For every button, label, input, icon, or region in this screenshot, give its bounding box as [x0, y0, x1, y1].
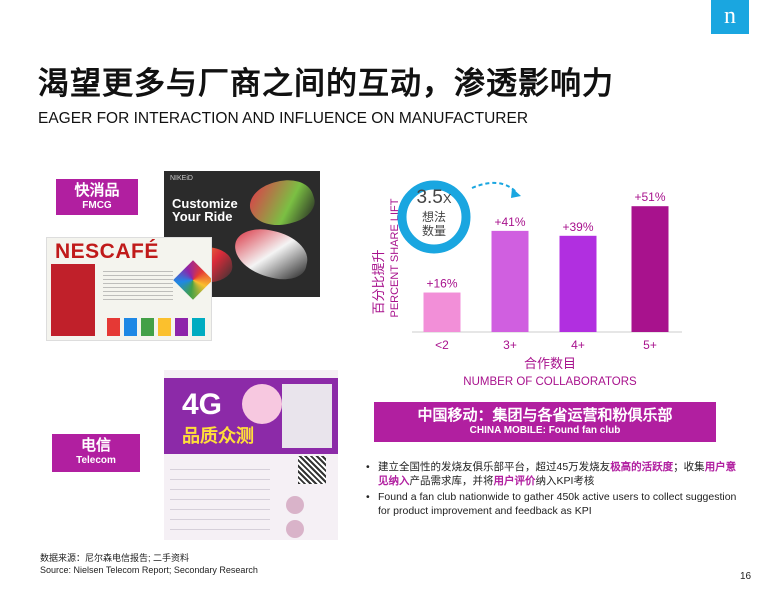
bullet-cn-highlight3: 用户评价 — [493, 475, 536, 487]
content-list — [170, 460, 270, 536]
bullet-list: 建立全国性的发烧友俱乐部平台，超过45万发烧友极高的活跃度；收集用户意见纳入产品… — [364, 460, 744, 520]
nike-headline: Customize Your Ride — [172, 197, 238, 223]
bullet-cn-part2: ；收集 — [673, 461, 705, 473]
nike-line1: Customize — [172, 196, 238, 211]
bullet-cn: 建立全国性的发烧友俱乐部平台，超过45万发烧友极高的活跃度；收集用户意见纳入产品… — [364, 460, 744, 488]
cube — [107, 318, 120, 336]
bar-1 — [491, 230, 529, 332]
cube — [124, 318, 137, 336]
dashed-arrow — [471, 181, 517, 193]
idea-count-circle — [397, 180, 471, 254]
page-number: 16 — [740, 571, 752, 582]
cube — [175, 318, 188, 336]
bullet-cn-highlight2: 用户意见纳入 — [378, 461, 737, 487]
mascot-image — [242, 384, 282, 424]
bullet-cn-part4: 纳入KPI考核 — [535, 475, 595, 487]
avatar — [286, 496, 304, 514]
bar-3 — [631, 206, 669, 332]
fmcg-tag-cn: 快消品 — [74, 182, 120, 199]
cube — [158, 318, 171, 336]
china-mobile-webpage-image: 4G 品质众测 — [164, 370, 338, 540]
bar-2 — [559, 235, 597, 332]
source-cn: 数据来源：尼尔森电信报告; 二手资料 — [40, 553, 190, 563]
idea-count-text: 3.5X 想法 数量 — [396, 181, 472, 238]
avatar — [286, 520, 304, 538]
arrow-head — [511, 188, 521, 198]
shoe-image — [230, 223, 312, 285]
y-axis-label-cn: 百分比提升 — [371, 249, 387, 314]
bar-0 — [423, 292, 461, 332]
idea-multiplier-unit: X — [442, 191, 452, 206]
telecom-tag: 电信 Telecom — [52, 434, 140, 472]
telecom-4g: 4G — [182, 388, 223, 421]
source-note: 数据来源：尼尔森电信报告; 二手资料 Source: Nielsen Telec… — [40, 552, 258, 576]
x-axis-label-en: NUMBER OF COLLABORATORS — [463, 376, 637, 388]
telecom-tag-cn: 电信 — [80, 437, 111, 454]
telecom-tag-en: Telecom — [76, 455, 116, 466]
nescafe-brand: NESCAFÉ — [55, 240, 159, 263]
shoe-image — [244, 172, 320, 234]
nielsen-logo: n — [711, 0, 749, 34]
bullet-en: Found a fan club nationwide to gather 45… — [364, 490, 744, 518]
y-axis-label-en: PERCENT SHARE LIFT — [389, 198, 401, 317]
fmcg-tag-en: FMCG — [82, 200, 112, 211]
nescafe-logo-graphic — [173, 260, 211, 300]
tick-label-3: 5+ — [643, 338, 657, 352]
tick-label-0: <2 — [435, 338, 449, 352]
page-title: 渴望更多与厂商之间的互动，渗透影响力 — [38, 66, 614, 101]
telecom-quality-test: 品质众测 — [182, 426, 254, 446]
tick-label-1: 3+ — [503, 338, 517, 352]
nike-line2: Your Ride — [172, 209, 233, 224]
data-label-0: +16% — [426, 277, 457, 291]
cube — [192, 318, 205, 336]
china-mobile-box: 中国移动：集团与各省运营和粉俱乐部 CHINA MOBILE: Found fa… — [374, 402, 716, 442]
idea-multiplier-value: 3.5 — [416, 187, 443, 208]
data-label-1: +41% — [494, 215, 525, 229]
tick-label-2: 4+ — [571, 338, 585, 352]
data-label-2: +39% — [562, 220, 593, 234]
qr-code — [298, 456, 326, 484]
bullet-cn-part1: 建立全国性的发烧友俱乐部平台，超过45万发烧友 — [378, 461, 611, 473]
idea-label-line2: 数量 — [421, 224, 446, 238]
nescafe-image: NESCAFÉ — [46, 237, 212, 341]
nescafe-text-block — [103, 268, 173, 300]
fmcg-tag: 快消品 FMCG — [56, 179, 138, 215]
china-mobile-title-en: CHINA MOBILE: Found fan club — [469, 425, 621, 436]
data-label-3: +51% — [634, 190, 665, 204]
nike-header: NIKEiD — [170, 175, 193, 182]
collaborators-bar-chart: 百分比提升 PERCENT SHARE LIFT +16% <2 +41% 3+ +39… — [371, 181, 682, 388]
cube — [141, 318, 154, 336]
china-mobile-title-cn: 中国移动：集团与各省运营和粉俱乐部 — [417, 407, 673, 424]
bullet-cn-part3: 产品需求库，并将 — [409, 475, 494, 487]
bullet-cn-highlight1: 极高的活跃度 — [610, 461, 674, 473]
source-en: Source: Nielsen Telecom Report; Secondar… — [40, 565, 258, 575]
page-subtitle: EAGER FOR INTERACTION AND INFLUENCE ON M… — [38, 110, 529, 127]
nescafe-dispenser — [51, 264, 95, 336]
side-panel — [282, 384, 332, 448]
idea-label-line1: 想法 — [421, 210, 446, 224]
x-axis-label-cn: 合作数目 — [524, 357, 576, 372]
